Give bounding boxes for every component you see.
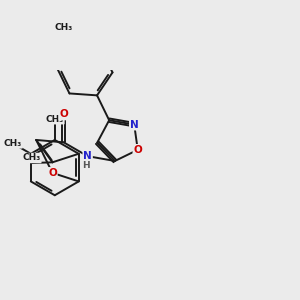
Text: N: N — [83, 151, 92, 161]
Text: H: H — [82, 161, 90, 170]
Text: O: O — [59, 110, 68, 119]
Text: O: O — [48, 168, 57, 178]
Text: CH₃: CH₃ — [22, 154, 41, 163]
Text: CH₃: CH₃ — [46, 115, 64, 124]
Text: CH₃: CH₃ — [55, 22, 73, 32]
Text: CH₃: CH₃ — [4, 139, 22, 148]
Text: N: N — [130, 120, 139, 130]
Text: O: O — [134, 145, 142, 155]
